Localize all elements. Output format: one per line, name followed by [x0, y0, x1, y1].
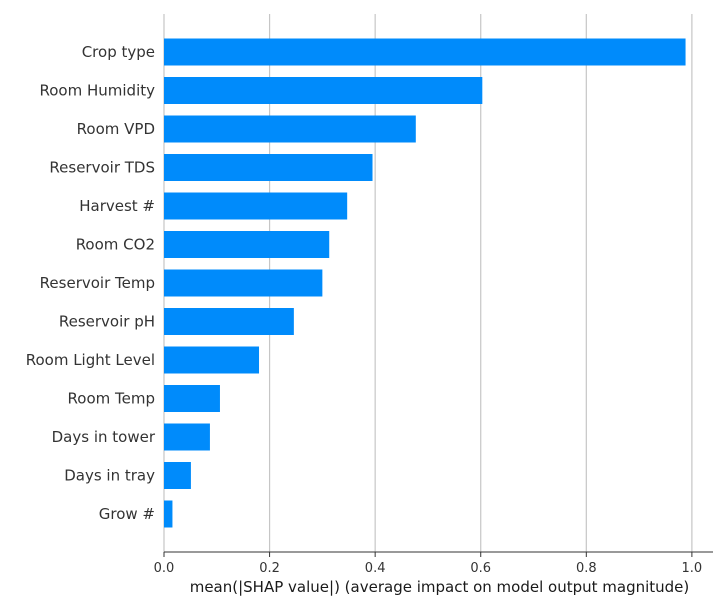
bars — [164, 38, 686, 528]
bar — [164, 308, 294, 335]
x-tick-label: 0.8 — [576, 561, 597, 576]
bar — [164, 423, 210, 451]
category-label: Room VPD — [77, 120, 155, 138]
category-labels: Crop type Room Humidity Room VPD Reservoir … — [26, 43, 156, 523]
category-label: Room CO2 — [76, 236, 155, 254]
category-label: Reservoir pH — [59, 313, 155, 331]
bar — [164, 192, 348, 220]
bar — [164, 269, 323, 297]
category-label: Days in tower — [52, 428, 156, 446]
x-tick-label: 0.2 — [259, 561, 280, 576]
x-axis: 0.0 0.2 0.4 0.6 0.8 1.0 — [154, 551, 713, 576]
category-label: Crop type — [82, 43, 155, 61]
category-label: Room Light Level — [26, 351, 155, 369]
bar — [164, 500, 173, 528]
bar — [164, 77, 483, 104]
category-label: Days in tray — [64, 467, 155, 485]
bar — [164, 38, 686, 66]
bar — [164, 385, 220, 412]
x-axis-label: mean(|SHAP value|) (average impact on mo… — [190, 578, 690, 596]
x-tick-label: 0.0 — [154, 561, 175, 576]
category-label: Room Temp — [68, 390, 155, 408]
bar — [164, 346, 260, 374]
category-label: Reservoir TDS — [49, 159, 155, 177]
bar — [164, 231, 330, 258]
x-tick-label: 0.6 — [470, 561, 491, 576]
x-tick-label: 1.0 — [682, 561, 703, 576]
bar — [164, 462, 191, 489]
category-label: Harvest # — [79, 197, 155, 215]
bar — [164, 115, 416, 143]
category-label: Grow # — [99, 505, 155, 523]
x-tick-label: 0.4 — [365, 561, 386, 576]
category-label: Room Humidity — [40, 82, 156, 100]
bar — [164, 154, 373, 181]
category-label: Reservoir Temp — [40, 274, 155, 292]
